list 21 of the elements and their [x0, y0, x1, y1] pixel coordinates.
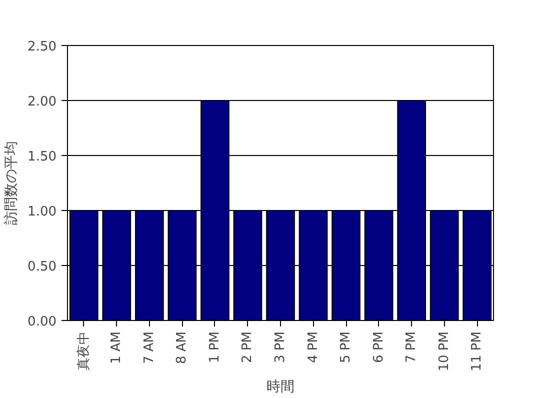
x-tick-label: 11 PM	[470, 331, 485, 372]
x-tick-label: 6 PM	[371, 331, 386, 363]
x-tick-label: 4 PM	[306, 331, 321, 363]
y-axis-title: 訪問数の平均	[4, 141, 20, 225]
x-tick-label: 7 AM	[142, 331, 157, 364]
y-tick-label: 0.50	[28, 260, 57, 274]
y-tick-label: 1.50	[28, 150, 57, 164]
x-tick-label: 3 PM	[273, 331, 288, 363]
y-tick-label: 2.00	[28, 94, 57, 110]
x-tick-label: 1 PM	[207, 331, 222, 363]
x-tick-label: 1 AM	[109, 331, 124, 364]
x-tick-label: 10 PM	[436, 331, 452, 372]
y-tick-label: 0.00	[28, 314, 57, 330]
x-tick-label: 5 PM	[338, 331, 354, 363]
y-tick-label: 2.50	[28, 40, 57, 54]
x-tick-label: 真夜中	[75, 332, 92, 370]
x-tick-label: 2 PM	[240, 331, 256, 363]
y-tick-label: 1.00	[28, 204, 57, 220]
x-tick-label: 8 AM	[174, 331, 190, 364]
x-tick-label: 7 PM	[404, 331, 420, 363]
x-axis-title: 時間	[266, 379, 294, 396]
